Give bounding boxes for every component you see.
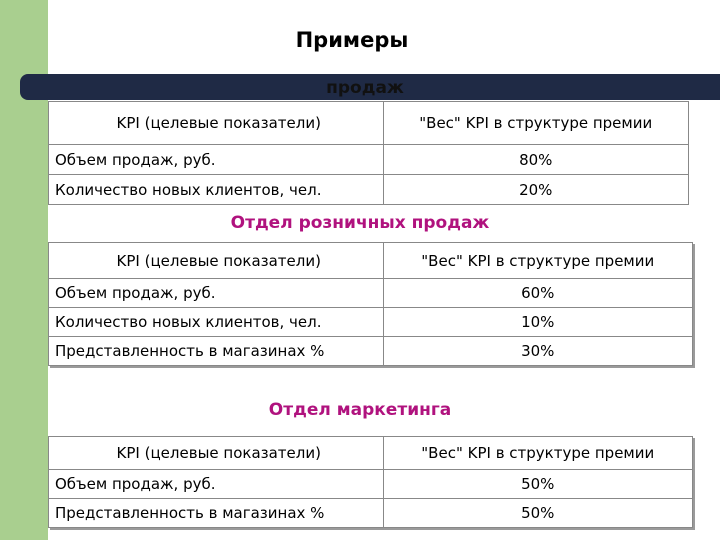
- table-row: Количество новых клиентов, чел. 10%: [48, 307, 694, 337]
- table-row: Объем продаж, руб. 60%: [48, 278, 694, 308]
- cell-kpi: Количество новых клиентов, чел.: [48, 307, 384, 337]
- cell-weight: 20%: [382, 174, 689, 205]
- table-header-row: KPI (целевые показатели) "Вес" KPI в стр…: [48, 436, 694, 470]
- header-weight: "Вес" KPI в структуре премии: [382, 436, 694, 470]
- cell-weight: 50%: [382, 498, 694, 528]
- header-kpi: KPI (целевые показатели): [48, 242, 384, 279]
- header-weight: "Вес" KPI в структуре премии: [382, 101, 689, 145]
- section1-table: KPI (целевые показатели) "Вес" KPI в стр…: [48, 101, 689, 205]
- section1-title-line1: Отдел оптовых: [290, 58, 440, 75]
- header-kpi: KPI (целевые показатели): [48, 101, 384, 145]
- table-row: Представленность в магазинах % 50%: [48, 498, 694, 528]
- table-header-row: KPI (целевые показатели) "Вес" KPI в стр…: [48, 101, 689, 145]
- table-row: Объем продаж, руб. 50%: [48, 469, 694, 499]
- page-title: Примеры: [295, 28, 409, 52]
- section3-table: KPI (целевые показатели) "Вес" KPI в стр…: [48, 436, 694, 528]
- cell-kpi: Объем продаж, руб.: [48, 278, 384, 308]
- cell-weight: 10%: [382, 307, 694, 337]
- cell-weight: 30%: [382, 336, 694, 366]
- table-row: Представленность в магазинах % 30%: [48, 336, 694, 366]
- header-weight: "Вес" KPI в структуре премии: [382, 242, 694, 279]
- cell-kpi: Представленность в магазинах %: [48, 336, 384, 366]
- section2-table: KPI (целевые показатели) "Вес" KPI в стр…: [48, 242, 694, 366]
- header-bar: [20, 74, 720, 100]
- cell-kpi: Объем продаж, руб.: [48, 144, 384, 175]
- cell-kpi: Количество новых клиентов, чел.: [48, 174, 384, 205]
- section3-title: Отдел маркетинга: [268, 400, 452, 420]
- section1-title: Отдел оптовых продаж: [240, 58, 490, 101]
- table-row: Количество новых клиентов, чел. 20%: [48, 174, 689, 205]
- section2-title: Отдел розничных продаж: [230, 213, 490, 233]
- cell-weight: 60%: [382, 278, 694, 308]
- table-header-row: KPI (целевые показатели) "Вес" KPI в стр…: [48, 242, 694, 279]
- cell-weight: 50%: [382, 469, 694, 499]
- cell-kpi: Объем продаж, руб.: [48, 469, 384, 499]
- cell-weight: 80%: [382, 144, 689, 175]
- table-row: Объем продаж, руб. 80%: [48, 144, 689, 175]
- section1-title-line2: продаж: [326, 78, 404, 98]
- header-kpi: KPI (целевые показатели): [48, 436, 384, 470]
- cell-kpi: Представленность в магазинах %: [48, 498, 384, 528]
